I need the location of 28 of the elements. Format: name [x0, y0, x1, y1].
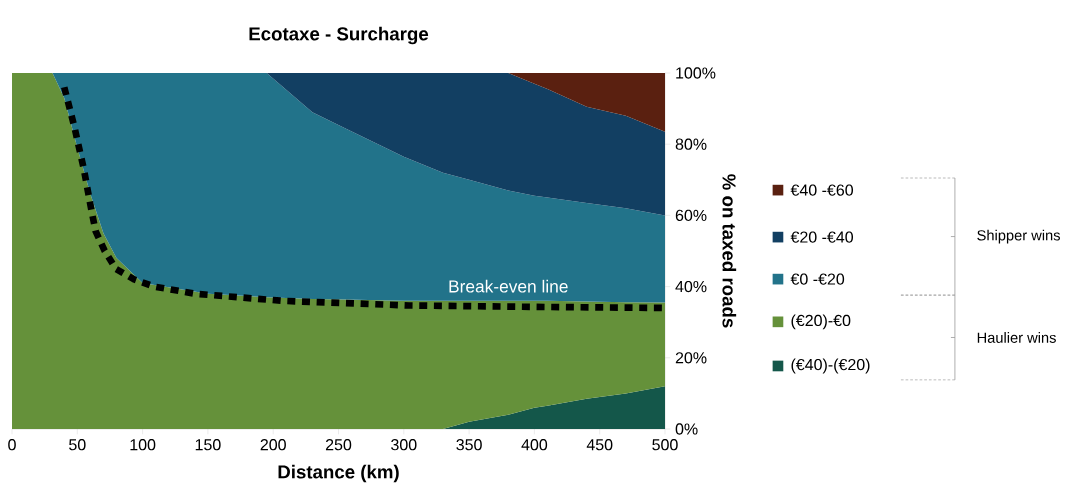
series-label: Break-even line	[449, 279, 568, 293]
y-axis-title: % on taxed roads	[722, 174, 737, 328]
y-tick-label: 20%	[675, 352, 707, 364]
y-tick-label: 100%	[676, 67, 716, 79]
legend-label: €40 -€60	[790, 184, 854, 196]
legend-label: (€40)-(€20)	[791, 358, 870, 374]
y-tick-label: 40%	[675, 280, 707, 293]
x-tick-label: 300	[391, 439, 417, 451]
x-axis-title: Distance (km)	[278, 464, 399, 483]
text: Shipper wins	[977, 229, 1060, 244]
chart-title: Ecotaxe - Surcharge	[249, 26, 429, 45]
x-tick-label: 400	[521, 439, 548, 451]
x-tick-label: 150	[195, 439, 221, 451]
y-tick-label: 60%	[675, 209, 707, 222]
x-tick-label: 450	[586, 439, 613, 451]
text: Haulier wins	[977, 332, 1056, 343]
x-tick-label: 250	[325, 439, 352, 451]
x-tick-label: 100	[130, 439, 156, 451]
legend-label: €0 -€20	[790, 273, 845, 285]
legend-label: €20 -€40	[790, 231, 854, 243]
x-tick-label: 500	[652, 439, 678, 451]
y-tick-label: 80%	[675, 138, 707, 150]
x-tick-label: 200	[260, 439, 286, 451]
x-tick-label: 0	[8, 439, 16, 451]
legend-label: (€20)-€0	[791, 314, 851, 330]
x-tick-label: 50	[69, 439, 86, 451]
x-tick-label: 350	[456, 439, 482, 451]
y-tick-label: 0%	[675, 423, 698, 435]
